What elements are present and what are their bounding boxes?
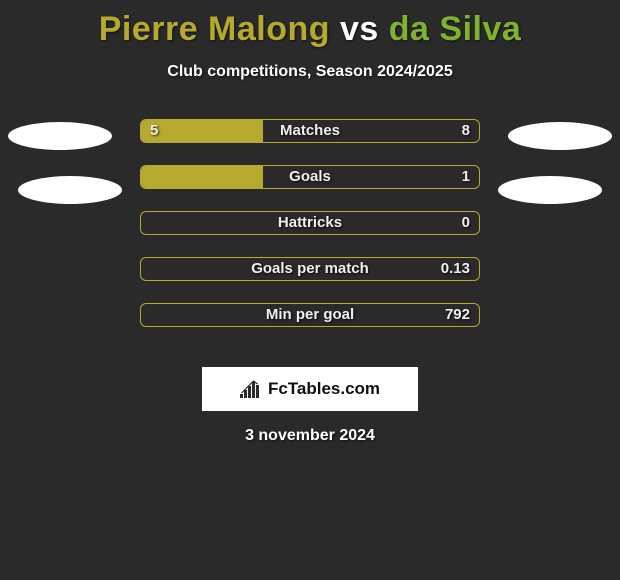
value-right: 1 (462, 165, 470, 189)
metric-row: Goals per match0.13 (0, 257, 620, 303)
logo-text: FcTables.com (268, 379, 380, 399)
metric-label: Goals per match (140, 257, 480, 281)
decorative-ellipse (18, 176, 122, 204)
value-right: 8 (462, 119, 470, 143)
metric-row: Hattricks0 (0, 211, 620, 257)
metric-label: Min per goal (140, 303, 480, 327)
page-title: Pierre Malong vs da Silva (0, 0, 620, 49)
comparison-chart: Matches58Goals1Hattricks0Goals per match… (0, 119, 620, 349)
metric-label: Hattricks (140, 211, 480, 235)
metric-label: Goals (140, 165, 480, 189)
value-left: 5 (150, 119, 158, 143)
player2-name: da Silva (389, 10, 522, 48)
bar-chart-icon (240, 380, 262, 398)
vs-word: vs (340, 10, 379, 48)
value-right: 792 (445, 303, 470, 327)
player1-name: Pierre Malong (99, 10, 330, 48)
value-right: 0.13 (441, 257, 470, 281)
decorative-ellipse (498, 176, 602, 204)
decorative-ellipse (508, 122, 612, 150)
date-text: 3 november 2024 (0, 427, 620, 445)
decorative-ellipse (8, 122, 112, 150)
value-right: 0 (462, 211, 470, 235)
metric-label: Matches (140, 119, 480, 143)
fctables-logo: FcTables.com (202, 367, 418, 411)
subtitle: Club competitions, Season 2024/2025 (0, 63, 620, 81)
metric-row: Min per goal792 (0, 303, 620, 349)
